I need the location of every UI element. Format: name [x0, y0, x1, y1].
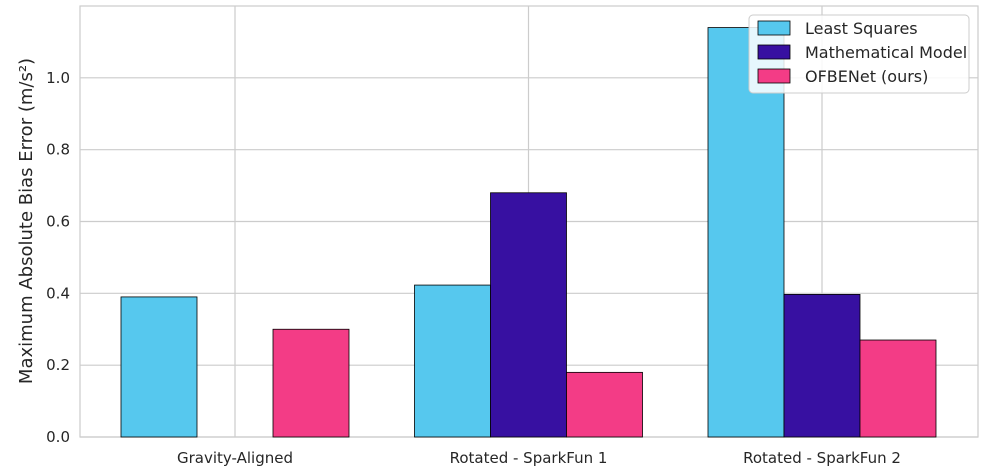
x-tick-label: Rotated - SparkFun 1 [450, 449, 608, 467]
bar [783, 294, 861, 438]
x-axis-ticks: Gravity-Aligned Rotated - SparkFun 1 Rotat… [177, 449, 901, 467]
legend-label: OFBENet (ours) [805, 67, 928, 86]
x-tick-label: Rotated - SparkFun 2 [743, 449, 901, 467]
bar [120, 296, 198, 438]
bar [490, 192, 567, 438]
legend-swatch [757, 68, 791, 84]
y-tick-label: 0.8 [46, 141, 70, 159]
y-axis-ticks: 0.0 0.2 0.4 0.6 0.8 1.0 [46, 69, 70, 446]
bar [859, 339, 937, 438]
legend: Least Squares Mathematical Model OFBENet (… [748, 14, 970, 94]
legend-swatch [757, 44, 791, 60]
bar [414, 284, 491, 438]
legend-swatch [757, 20, 791, 36]
y-tick-label: 0.2 [46, 356, 70, 374]
y-tick-label: 0.4 [46, 284, 70, 302]
bar [272, 328, 350, 438]
x-tick-label: Gravity-Aligned [177, 449, 293, 467]
y-tick-label: 0.6 [46, 213, 70, 231]
bars [120, 27, 937, 438]
legend-box [748, 14, 970, 94]
legend-label: Least Squares [805, 19, 918, 38]
legend-label: Mathematical Model [805, 43, 967, 62]
y-tick-label: 1.0 [46, 69, 70, 87]
y-tick-label: 0.0 [46, 428, 70, 446]
bar [707, 27, 785, 438]
y-axis-label: Maximum Absolute Bias Error (m/s²) [16, 58, 37, 384]
bar [566, 371, 643, 438]
